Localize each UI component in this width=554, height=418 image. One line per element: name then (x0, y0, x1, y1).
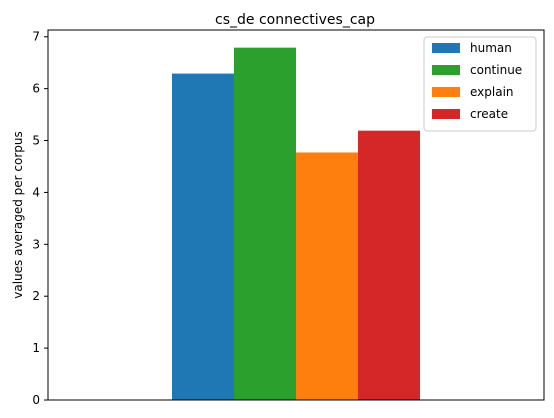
bar-create (358, 130, 420, 400)
legend-label-explain: explain (470, 85, 514, 99)
y-tick-label: 3 (32, 237, 40, 251)
legend-label-create: create (470, 107, 508, 121)
legend-swatch-continue (432, 65, 460, 75)
bar-continue (234, 47, 296, 400)
bars (172, 47, 420, 401)
legend-label-human: human (470, 41, 512, 55)
legend-label-continue: continue (470, 63, 522, 77)
legend-swatch-explain (432, 87, 460, 97)
bar-explain (296, 152, 358, 400)
y-tick-label: 0 (32, 393, 40, 407)
legend-swatch-human (432, 43, 460, 53)
y-tick-label: 7 (32, 30, 40, 44)
y-tick-label: 1 (32, 341, 40, 355)
legend-swatch-create (432, 109, 460, 119)
y-axis-ticks: 0 1 2 3 4 5 6 7 (32, 30, 48, 407)
y-tick-label: 2 (32, 289, 40, 303)
y-tick-label: 4 (32, 185, 40, 199)
legend: human continue explain create (423, 36, 537, 132)
y-tick-label: 5 (32, 134, 40, 148)
bar-human (172, 73, 234, 401)
chart-title: cs_de connectives_cap (215, 12, 375, 28)
y-tick-label: 6 (32, 82, 40, 96)
plot-frame (47, 29, 545, 401)
y-axis-label: values averaged per corpus (11, 131, 25, 299)
legend-frame (423, 36, 537, 132)
